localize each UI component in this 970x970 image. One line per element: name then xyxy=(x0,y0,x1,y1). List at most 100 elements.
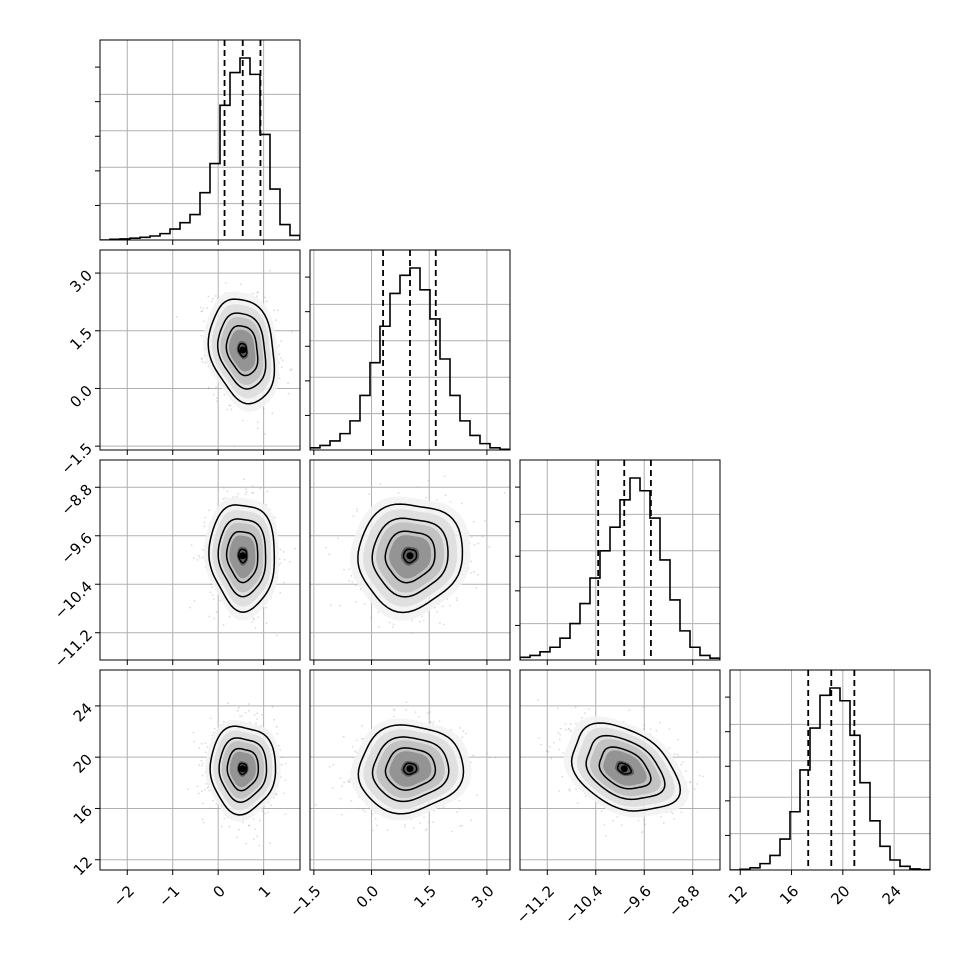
scatter-point xyxy=(212,799,215,802)
scatter-point xyxy=(339,777,342,779)
scatter-point xyxy=(216,400,219,403)
scatter-point xyxy=(429,711,432,713)
contour-0 xyxy=(357,503,464,614)
density-1-0 xyxy=(175,269,293,450)
scatter-point xyxy=(449,501,452,503)
scatter-point xyxy=(275,725,278,728)
x-tick-label: 3.0 xyxy=(468,882,498,912)
scatter-point xyxy=(215,386,218,389)
y-tick-label: −10.4 xyxy=(51,578,96,623)
scatter-point xyxy=(245,842,248,845)
scatter-point xyxy=(450,830,453,833)
scatter-point xyxy=(244,711,247,714)
scatter-point xyxy=(279,591,282,594)
scatter-point xyxy=(235,836,238,839)
scatter-point xyxy=(213,598,215,600)
scatter-point xyxy=(258,844,261,847)
y-ticks xyxy=(95,66,100,206)
scatter-point xyxy=(238,828,240,831)
y-tick-label: 1.5 xyxy=(66,324,96,354)
scatter-point xyxy=(283,581,286,584)
contour-2 xyxy=(225,325,259,377)
scatter-point xyxy=(357,807,360,810)
scatter-point xyxy=(281,756,283,759)
scatter-point xyxy=(411,632,414,634)
scatter-point xyxy=(284,779,287,781)
y-ticks xyxy=(305,276,310,416)
scatter-point xyxy=(343,781,345,784)
scatter-point xyxy=(314,803,317,806)
scatter-point xyxy=(256,291,259,294)
scatter-point xyxy=(425,828,428,830)
scatter-point xyxy=(601,810,603,812)
panel-frame xyxy=(99,669,301,871)
scatter-point xyxy=(378,626,380,628)
scatter-point xyxy=(360,738,363,740)
scatter-point xyxy=(649,728,652,730)
scatter-point xyxy=(193,740,196,743)
scatter-point xyxy=(283,792,286,795)
scatter-point xyxy=(270,804,272,807)
scatter-point xyxy=(223,817,226,820)
scatter-point xyxy=(279,776,282,778)
scatter-point xyxy=(203,521,206,524)
scatter-point xyxy=(432,821,435,823)
scatter-point xyxy=(680,763,683,766)
x-tick-label: 1.5 xyxy=(410,882,440,912)
scatter-point xyxy=(262,407,265,410)
density-3-0 xyxy=(187,702,287,847)
scatter-point xyxy=(206,307,209,309)
scatter-point xyxy=(261,810,263,813)
scatter-point xyxy=(203,320,205,323)
scatter-point xyxy=(473,570,475,573)
scatter-point xyxy=(643,724,646,726)
scatter-point xyxy=(503,492,506,494)
scatter-point xyxy=(371,813,374,816)
scatter-point xyxy=(475,586,478,589)
scatter-point xyxy=(251,292,254,295)
scatter-point xyxy=(208,509,211,511)
scatter-point xyxy=(458,808,461,810)
contour-0 xyxy=(208,504,276,613)
scatter-point xyxy=(349,778,351,781)
scatter-point xyxy=(570,729,573,732)
scatter-point xyxy=(405,701,408,703)
scatter-point xyxy=(580,716,583,719)
scatter-point xyxy=(287,392,290,395)
scatter-point xyxy=(412,826,415,829)
contour-1 xyxy=(217,518,267,598)
scatter-point xyxy=(341,785,343,788)
peak-marker xyxy=(239,765,247,773)
scatter-point xyxy=(363,603,366,605)
panel-frame xyxy=(519,459,721,661)
y-ticks xyxy=(515,486,520,626)
scatter-point xyxy=(223,393,226,396)
scatter-point xyxy=(446,598,449,600)
y-tick-label: 24 xyxy=(70,699,96,725)
scatter-point xyxy=(207,387,210,390)
scatter-point xyxy=(212,731,215,734)
scatter-point xyxy=(251,485,254,487)
scatter-point xyxy=(237,493,240,495)
scatter-point xyxy=(348,781,350,783)
scatter-point xyxy=(208,615,211,618)
scatter-point xyxy=(279,357,282,359)
panel-frame xyxy=(99,39,301,241)
scatter-point xyxy=(428,821,430,823)
scatter-point xyxy=(356,739,358,742)
scatter-point xyxy=(200,790,203,793)
scatter-point xyxy=(458,799,461,802)
density-3-2 xyxy=(537,699,705,837)
scatter-point xyxy=(348,780,351,783)
scatter-point xyxy=(354,584,357,587)
scatter-point xyxy=(252,492,254,494)
scatter-point xyxy=(200,759,203,762)
scatter-point xyxy=(198,764,201,766)
scatter-point xyxy=(284,813,287,815)
scatter-point xyxy=(252,838,255,841)
scatter-point xyxy=(391,626,394,628)
scatter-point xyxy=(264,433,266,435)
contour-0 xyxy=(209,725,277,816)
scatter-point xyxy=(456,810,458,813)
scatter-point xyxy=(405,709,407,711)
